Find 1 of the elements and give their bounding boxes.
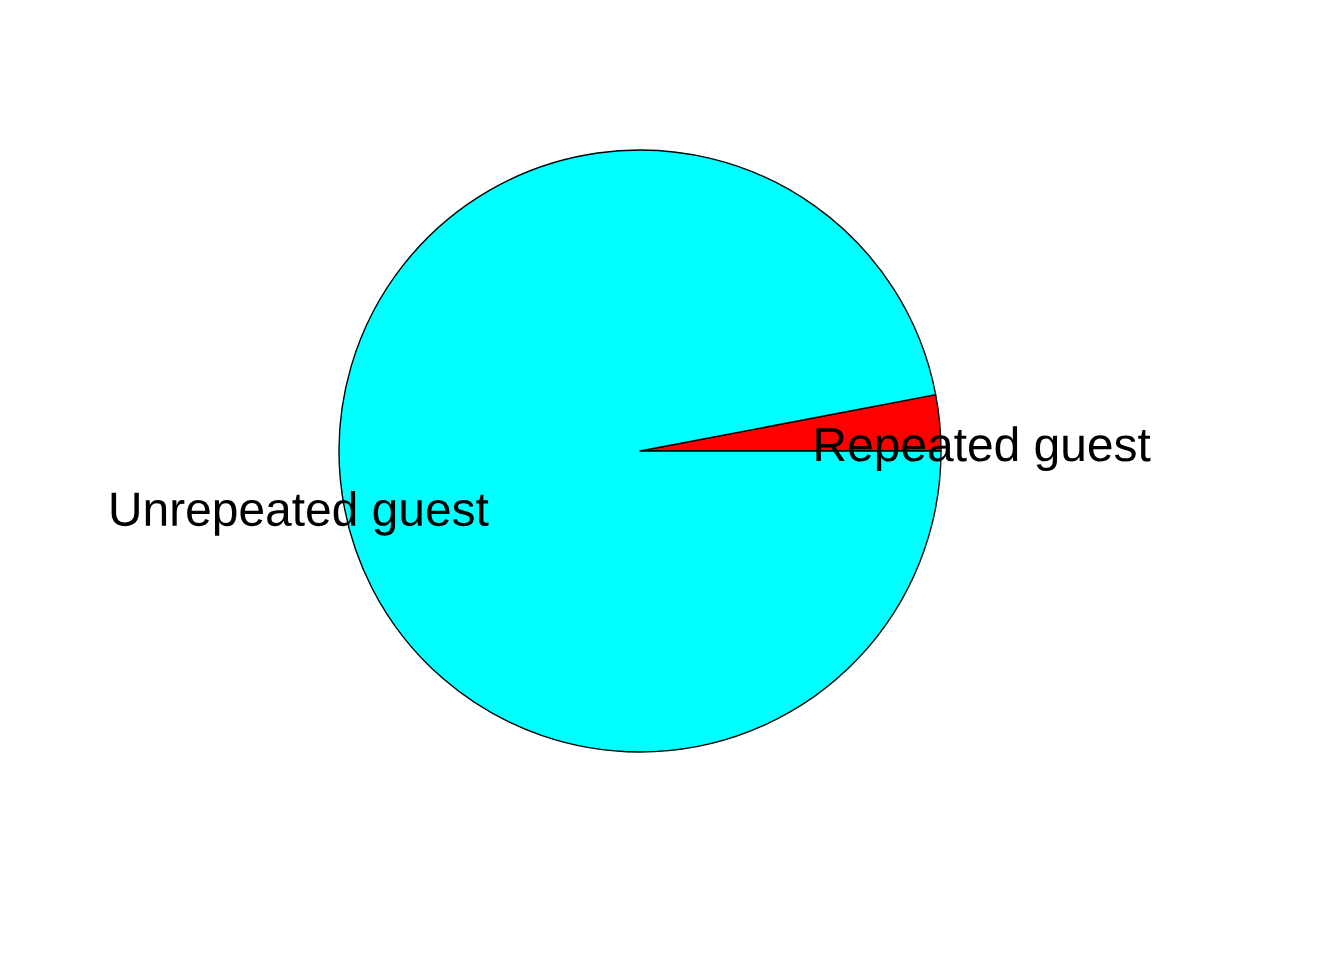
slice-label: Repeated guest — [816, 426, 1151, 472]
